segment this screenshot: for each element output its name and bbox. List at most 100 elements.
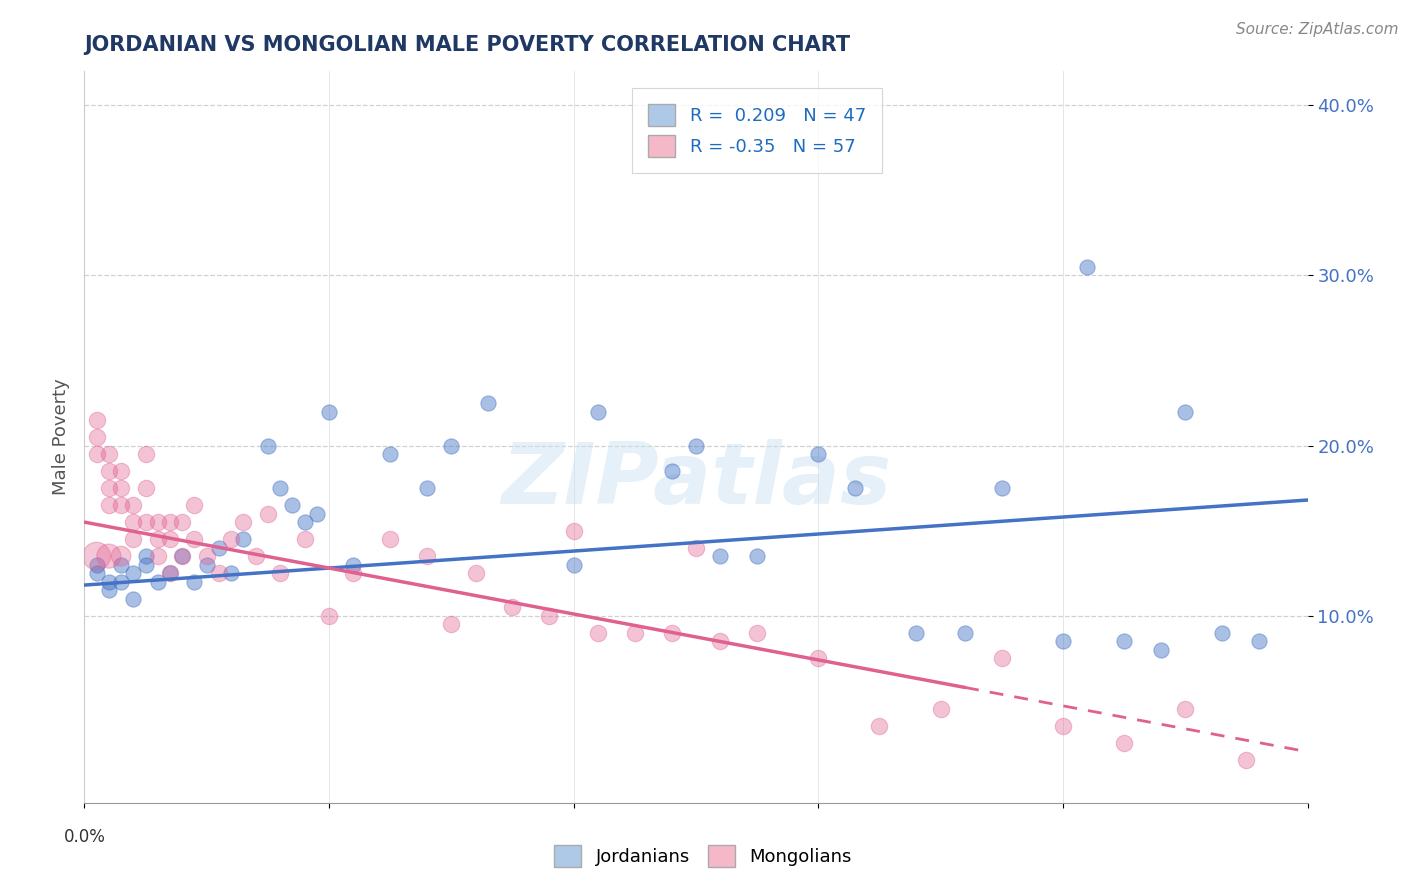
- Point: [172, 549, 194, 563]
- Point: [159, 566, 181, 581]
- Point: [807, 447, 830, 461]
- Point: [195, 549, 218, 563]
- Point: [110, 464, 132, 478]
- Point: [110, 574, 132, 589]
- Point: [97, 583, 120, 598]
- Point: [146, 549, 169, 563]
- Point: [1236, 753, 1258, 767]
- Point: [97, 498, 120, 512]
- Point: [305, 507, 328, 521]
- Point: [1076, 260, 1098, 274]
- Point: [122, 532, 145, 546]
- Point: [146, 515, 169, 529]
- Point: [86, 413, 108, 427]
- Point: [208, 541, 231, 555]
- Point: [953, 625, 976, 640]
- Point: [97, 447, 120, 461]
- Y-axis label: Male Poverty: Male Poverty: [52, 379, 70, 495]
- Point: [97, 481, 120, 495]
- Point: [440, 617, 463, 632]
- Point: [685, 439, 707, 453]
- Point: [86, 549, 108, 563]
- Point: [269, 566, 291, 581]
- Point: [1114, 736, 1136, 750]
- Point: [1052, 719, 1074, 733]
- Point: [991, 651, 1014, 665]
- Point: [135, 558, 157, 572]
- Point: [269, 481, 291, 495]
- Point: [538, 608, 561, 623]
- Point: [183, 574, 205, 589]
- Point: [86, 558, 108, 572]
- Point: [685, 541, 707, 555]
- Point: [342, 566, 364, 581]
- Point: [146, 532, 169, 546]
- Point: [122, 566, 145, 581]
- Point: [342, 558, 364, 572]
- Point: [122, 515, 145, 529]
- Point: [172, 515, 194, 529]
- Point: [219, 566, 242, 581]
- Point: [159, 566, 181, 581]
- Point: [135, 481, 157, 495]
- Point: [709, 549, 731, 563]
- Point: [380, 447, 402, 461]
- Point: [97, 549, 120, 563]
- Point: [464, 566, 486, 581]
- Point: [281, 498, 304, 512]
- Point: [1150, 642, 1173, 657]
- Point: [183, 498, 205, 512]
- Point: [1174, 404, 1197, 418]
- Text: 0.0%: 0.0%: [63, 829, 105, 847]
- Text: ZIPatlas: ZIPatlas: [501, 440, 891, 523]
- Point: [110, 549, 132, 563]
- Point: [245, 549, 267, 563]
- Point: [416, 549, 439, 563]
- Text: JORDANIAN VS MONGOLIAN MALE POVERTY CORRELATION CHART: JORDANIAN VS MONGOLIAN MALE POVERTY CORR…: [84, 35, 851, 54]
- Point: [86, 447, 108, 461]
- Point: [586, 625, 609, 640]
- Point: [1174, 702, 1197, 716]
- Point: [122, 591, 145, 606]
- Point: [477, 396, 499, 410]
- Point: [110, 558, 132, 572]
- Point: [294, 515, 316, 529]
- Point: [86, 566, 108, 581]
- Point: [97, 464, 120, 478]
- Point: [159, 532, 181, 546]
- Point: [257, 439, 280, 453]
- Point: [1211, 625, 1233, 640]
- Point: [232, 532, 254, 546]
- Point: [991, 481, 1014, 495]
- Point: [416, 481, 439, 495]
- Point: [844, 481, 866, 495]
- Point: [440, 439, 463, 453]
- Point: [159, 515, 181, 529]
- Point: [86, 430, 108, 444]
- Point: [110, 498, 132, 512]
- Point: [232, 515, 254, 529]
- Point: [661, 625, 683, 640]
- Legend: Jordanians, Mongolians: Jordanians, Mongolians: [547, 838, 859, 874]
- Point: [183, 532, 205, 546]
- Point: [747, 549, 769, 563]
- Point: [747, 625, 769, 640]
- Point: [135, 549, 157, 563]
- Point: [709, 634, 731, 648]
- Point: [208, 566, 231, 581]
- Point: [661, 464, 683, 478]
- Point: [219, 532, 242, 546]
- Point: [97, 574, 120, 589]
- Point: [624, 625, 647, 640]
- Text: Source: ZipAtlas.com: Source: ZipAtlas.com: [1236, 22, 1399, 37]
- Legend: R =  0.209   N = 47, R = -0.35   N = 57: R = 0.209 N = 47, R = -0.35 N = 57: [631, 87, 883, 173]
- Point: [172, 549, 194, 563]
- Point: [502, 600, 524, 615]
- Point: [807, 651, 830, 665]
- Point: [110, 481, 132, 495]
- Point: [122, 498, 145, 512]
- Point: [380, 532, 402, 546]
- Point: [135, 515, 157, 529]
- Point: [195, 558, 218, 572]
- Point: [929, 702, 952, 716]
